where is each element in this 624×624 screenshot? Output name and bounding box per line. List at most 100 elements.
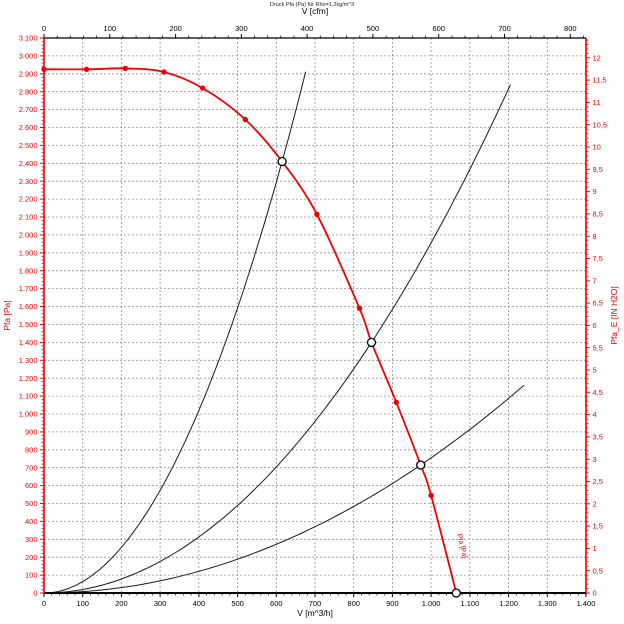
tick-label: 500 [231,599,244,608]
fan-curve-label: Pfa [Pa] [455,533,468,559]
tick-label: 300 [235,24,248,33]
fan-curve-point [41,66,47,73]
fan-curve-point [242,116,248,123]
operating-point-marker[interactable] [451,588,461,598]
tick-label: 0,5 [593,566,603,575]
tick-label: 2.200 [19,195,38,204]
tick-label: 10,5 [593,120,608,129]
right-axis-title: Pfa_E [IN H2O] [609,286,619,345]
tick-label: 3 [593,455,597,464]
tick-label: 2 [593,499,597,508]
fan-curve [43,67,458,594]
fan-curve-point [428,492,434,499]
tick-label: 4,5 [593,388,603,397]
bottom-axis-ticks: 0 100 200 300 400 500 600 700 800 900 1.000 1.100 1.… [42,593,595,608]
tick-label: 2.400 [19,159,38,168]
tick-label: 7,5 [593,254,603,263]
tick-label: 1.400 [577,599,596,608]
tick-label: 2,5 [593,477,603,486]
tick-label: 3,5 [593,433,603,442]
tick-label: 100 [104,24,117,33]
system-curve-1 [43,71,307,594]
operating-point-marker[interactable] [366,337,377,348]
tick-label: 1.200 [499,599,518,608]
tick-label: 11 [593,98,601,107]
tick-label: 200 [115,599,128,608]
tick-label: 2.800 [19,87,38,96]
tick-label: 400 [193,599,206,608]
tick-label: 1.300 [19,356,38,365]
tick-label: 500 [367,24,380,33]
tick-label: 900 [25,428,38,437]
system-curve-2 [43,84,511,594]
tick-label: 2.600 [19,123,38,132]
tick-label: 11,5 [593,76,607,85]
top-axis-title: V [cfm] [302,6,328,16]
tick-label: 200 [25,553,38,562]
tick-label: 1.600 [19,302,38,311]
tick-label: 3.000 [19,52,38,61]
bottom-axis-title: V [m^3/h] [297,608,333,618]
tick-label: 2.300 [19,177,38,186]
tick-label: 0 [593,589,597,598]
tick-label: 9,5 [593,165,603,174]
operating-point-marker[interactable] [416,460,426,470]
tick-label: 12 [593,53,601,62]
tick-label: 7 [593,276,597,285]
tick-label: 1.800 [19,266,38,275]
fan-curve-point [83,66,90,73]
chart-title: Druck Pfa (Pa) für Rho=1,2kg/m^3 [269,2,355,8]
tick-label: 2.100 [19,213,38,222]
tick-label: 1.200 [19,374,38,383]
operating-point-marker[interactable] [277,156,287,167]
tick-label: 100 [76,599,89,608]
tick-label: 600 [432,24,445,33]
tick-label: 10 [593,143,601,152]
tick-label: 900 [386,599,399,608]
tick-label: 800 [347,599,360,608]
tick-label: 1.900 [19,248,38,257]
fan-curve-points [41,65,434,499]
fan-curve-point [356,305,363,311]
tick-label: 0 [33,589,37,598]
tick-label: 600 [25,481,38,490]
tick-label: 2.700 [19,105,38,114]
tick-label: 1.100 [461,599,480,608]
left-axis-ticks: 0 100 200 300 400 500 600 700 800 900 1.000 1.100 1.… [19,34,44,598]
tick-label: 3.100 [19,34,38,43]
fan-curve-point [314,211,320,217]
tick-label: 8,5 [593,210,603,219]
tick-label: 500 [25,499,38,508]
tick-label: 200 [169,24,182,33]
tick-label: 0 [42,599,46,608]
grid [44,38,586,593]
tick-label: 800 [564,24,577,33]
tick-label: 1,5 [593,522,603,531]
tick-label: 1.500 [19,320,38,329]
operating-points [277,156,461,598]
tick-label: 300 [154,599,167,608]
tick-label: 5,5 [593,343,603,352]
fan-curve-point [393,399,399,405]
tick-label: 2.500 [19,141,38,150]
tick-label: 700 [498,24,511,33]
tick-label: 800 [25,445,38,454]
tick-label: 400 [301,24,314,33]
tick-label: 2.900 [19,69,38,78]
tick-label: 8 [593,232,597,241]
tick-label: 100 [25,571,38,580]
tick-label: 1.400 [19,338,38,347]
tick-label: 300 [25,535,38,544]
tick-label: 700 [309,599,322,608]
tick-label: 2.000 [19,231,38,240]
system-curve-3 [44,384,525,594]
tick-label: 9 [593,187,597,196]
tick-label: 1 [593,544,597,553]
tick-label: 1.000 [19,410,38,419]
tick-label: 5 [593,366,597,375]
tick-label: 6,5 [593,299,603,308]
tick-label: 700 [25,463,38,472]
tick-label: 4 [593,410,597,419]
